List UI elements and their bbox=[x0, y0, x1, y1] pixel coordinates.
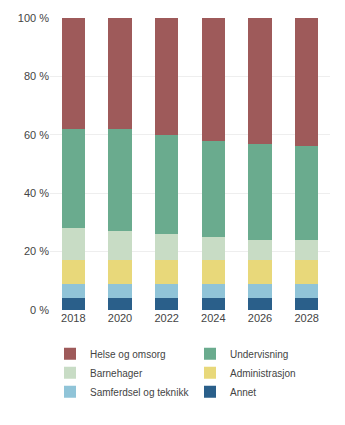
svg-text:80 %: 80 % bbox=[24, 70, 49, 82]
svg-text:2018: 2018 bbox=[61, 312, 85, 324]
svg-text:Administrasjon: Administrasjon bbox=[230, 368, 296, 379]
svg-text:2024: 2024 bbox=[201, 312, 225, 324]
svg-text:60 %: 60 % bbox=[24, 129, 49, 141]
svg-text:Undervisning: Undervisning bbox=[230, 349, 288, 360]
svg-text:Barnehager: Barnehager bbox=[90, 368, 143, 379]
svg-text:2026: 2026 bbox=[248, 312, 272, 324]
svg-text:Samferdsel og teknikk: Samferdsel og teknikk bbox=[90, 387, 189, 398]
svg-text:20 %: 20 % bbox=[24, 245, 49, 257]
svg-text:0 %: 0 % bbox=[30, 304, 49, 316]
svg-text:40 %: 40 % bbox=[24, 187, 49, 199]
svg-text:Annet: Annet bbox=[230, 387, 256, 398]
svg-text:Helse og omsorg: Helse og omsorg bbox=[90, 349, 166, 360]
svg-text:2020: 2020 bbox=[108, 312, 132, 324]
svg-text:100 %: 100 % bbox=[18, 12, 49, 24]
svg-text:2022: 2022 bbox=[154, 312, 178, 324]
svg-text:2028: 2028 bbox=[294, 312, 318, 324]
